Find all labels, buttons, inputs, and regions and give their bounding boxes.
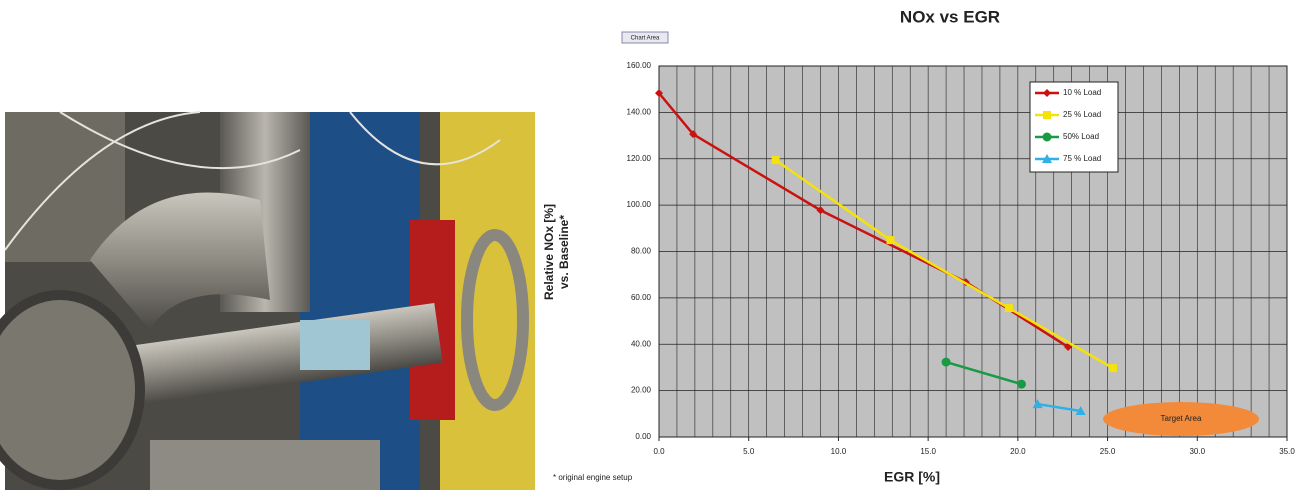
page: NOx vs EGR Chart Area EGR [%] * original… bbox=[0, 0, 1308, 490]
marker bbox=[772, 156, 780, 164]
chart-title: NOx vs EGR bbox=[900, 7, 1000, 26]
y-tick-label: 120.00 bbox=[627, 154, 652, 163]
marker bbox=[1109, 364, 1117, 372]
marker bbox=[942, 358, 951, 367]
marker bbox=[886, 236, 894, 244]
x-tick-label: 20.0 bbox=[1010, 447, 1026, 456]
y-tick-label: 140.00 bbox=[627, 107, 652, 116]
chart-area-button-label[interactable]: Chart Area bbox=[631, 36, 660, 42]
legend-marker bbox=[1043, 133, 1052, 142]
x-tick-label: 35.0 bbox=[1279, 447, 1295, 456]
x-tick-label: 15.0 bbox=[920, 447, 936, 456]
footnote: * original engine setup bbox=[553, 473, 633, 482]
y-tick-label: 60.00 bbox=[631, 293, 652, 302]
photo bbox=[0, 112, 535, 490]
y-tick-label: 0.00 bbox=[635, 432, 651, 441]
annotation: Target Area bbox=[1161, 414, 1202, 423]
plot: 0.00 20.00 40.00 60.00 80.00 100.00 120.00 140.… bbox=[627, 61, 1296, 456]
x-tick-label: 5.0 bbox=[743, 447, 755, 456]
x-tick-label: 30.0 bbox=[1189, 447, 1205, 456]
legend-marker bbox=[1043, 111, 1051, 119]
legend-label: 50% Load bbox=[1063, 132, 1099, 141]
x-axis-label: EGR [%] bbox=[884, 469, 940, 485]
y-tick-label: 100.00 bbox=[627, 200, 652, 209]
y-axis-label: Relative NOx [%] bbox=[542, 204, 556, 300]
marker bbox=[1017, 380, 1026, 389]
y-tick-label: 80.00 bbox=[631, 247, 652, 256]
x-tick-label: 25.0 bbox=[1100, 447, 1116, 456]
x-tick-label: 10.0 bbox=[831, 447, 847, 456]
y-axis-label: vs. Baseline* bbox=[557, 215, 571, 289]
y-tick-label: 160.00 bbox=[627, 61, 652, 70]
legend-label: 10 % Load bbox=[1063, 88, 1101, 97]
marker bbox=[1005, 304, 1013, 312]
y-tick-label: 40.00 bbox=[631, 339, 652, 348]
legend-label: 25 % Load bbox=[1063, 110, 1101, 119]
x-tick-label: 0.0 bbox=[653, 447, 665, 456]
legend-label: 75 % Load bbox=[1063, 154, 1101, 163]
y-tick-label: 20.00 bbox=[631, 386, 652, 395]
